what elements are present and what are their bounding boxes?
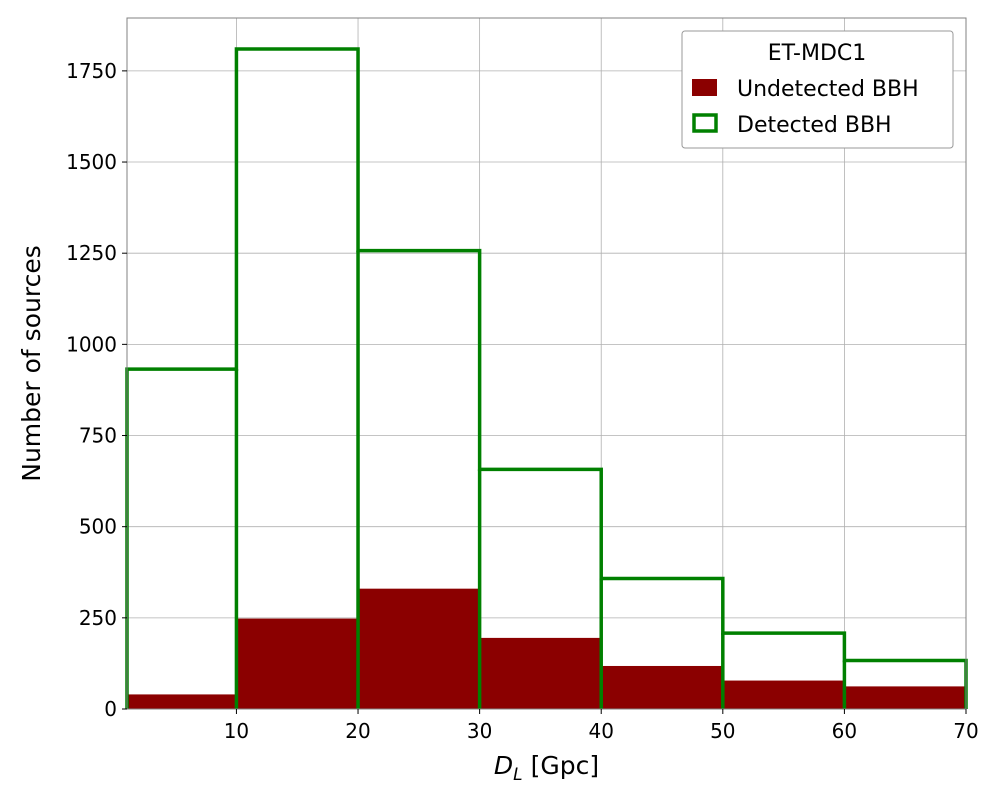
bar-undetected <box>479 637 602 709</box>
y-axis-label: Number of sources <box>17 245 46 481</box>
bar-undetected <box>236 618 359 709</box>
y-tick-label: 1750 <box>66 59 117 83</box>
x-tick-label: 50 <box>710 719 735 743</box>
y-tick-label: 250 <box>79 606 117 630</box>
y-axis-ticks: 0 250 500 750 1000 1250 1500 1750 <box>66 59 127 721</box>
y-tick-label: 0 <box>104 697 117 721</box>
x-tick-label: 70 <box>953 719 978 743</box>
bar-undetected <box>601 665 723 709</box>
x-tick-label: 30 <box>467 719 492 743</box>
x-label-main: D <box>494 751 513 780</box>
legend-title: ET-MDC1 <box>768 41 867 66</box>
x-tick-label: 60 <box>832 719 857 743</box>
y-tick-label: 1500 <box>66 150 117 174</box>
y-tick-label: 500 <box>79 515 117 539</box>
step-detected <box>125 47 968 709</box>
bar-undetected <box>358 588 480 709</box>
bar-undetected <box>127 694 237 709</box>
bar-undetected <box>722 680 845 709</box>
legend-label-undetected: Undetected BBH <box>737 77 919 102</box>
x-axis-label: DL [Gpc] <box>494 751 599 785</box>
undetected-bars <box>127 588 966 709</box>
legend-label-detected: Detected BBH <box>737 113 892 138</box>
bar-undetected <box>844 686 966 709</box>
x-label-unit: [Gpc] <box>523 751 599 780</box>
legend-swatch-detected <box>692 113 718 133</box>
legend: ET-MDC1 Undetected BBH Detected BBH <box>681 30 954 149</box>
y-tick-label: 1000 <box>66 332 117 356</box>
legend-swatch-undetected <box>692 79 717 96</box>
x-label-subscript: L <box>513 765 522 785</box>
x-tick-label: 10 <box>224 719 249 743</box>
x-tick-label: 20 <box>345 719 370 743</box>
x-axis-ticks: 10 20 30 40 50 60 70 <box>224 709 979 743</box>
detected-outline <box>125 47 968 709</box>
legend-box <box>681 30 954 149</box>
y-tick-label: 750 <box>79 424 117 448</box>
x-tick-label: 40 <box>588 719 613 743</box>
y-tick-label: 1250 <box>66 241 117 265</box>
plot-frame <box>126 17 967 710</box>
